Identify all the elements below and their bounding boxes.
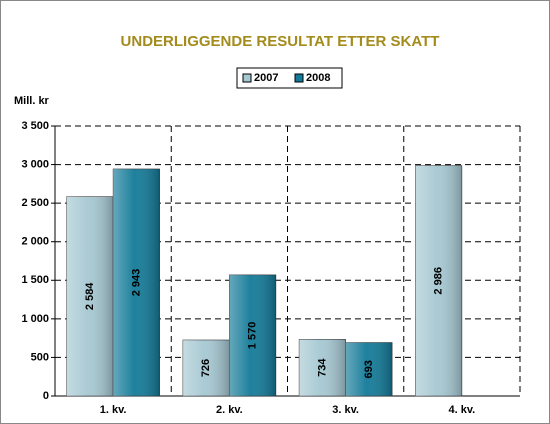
bar-shade <box>66 196 114 396</box>
bar-shade <box>182 339 230 396</box>
value-label: 2 584 <box>84 282 96 310</box>
y-tick-label: 0 <box>43 390 49 402</box>
x-tick-label: 1. kv. <box>100 404 127 416</box>
y-tick-label: 1 000 <box>21 313 49 325</box>
bar-shade <box>229 274 276 396</box>
value-label: 734 <box>316 358 328 377</box>
bar-shade <box>113 168 160 396</box>
y-tick-label: 2 500 <box>21 197 49 209</box>
y-axis-label: Mill. kr <box>14 95 50 107</box>
value-label: 693 <box>363 360 375 378</box>
bar-shade <box>345 342 393 396</box>
bar-shade <box>299 339 346 396</box>
legend-swatch <box>242 73 252 83</box>
value-label: 2 986 <box>433 267 445 295</box>
legend-box <box>236 67 343 89</box>
bar-shade <box>415 165 462 396</box>
x-tick-label: 3. kv. <box>332 404 359 416</box>
legend-label: 2008 <box>306 72 330 84</box>
y-tick-label: 3 500 <box>21 120 49 132</box>
y-tick-label: 3 000 <box>21 158 49 170</box>
x-tick-label: 4. kv. <box>449 404 476 416</box>
chart-title: UNDERLIGGENDE RESULTAT ETTER SKATT <box>121 33 440 50</box>
legend-swatch <box>294 73 304 83</box>
legend-label: 2007 <box>254 72 278 84</box>
y-tick-label: 2 000 <box>21 236 49 248</box>
value-label: 726 <box>200 359 212 377</box>
value-label: 2 943 <box>130 269 142 297</box>
y-tick-label: 500 <box>31 351 49 363</box>
value-label: 1 570 <box>247 322 259 350</box>
y-tick-label: 1 500 <box>21 274 49 286</box>
x-tick-label: 2. kv. <box>216 404 243 416</box>
